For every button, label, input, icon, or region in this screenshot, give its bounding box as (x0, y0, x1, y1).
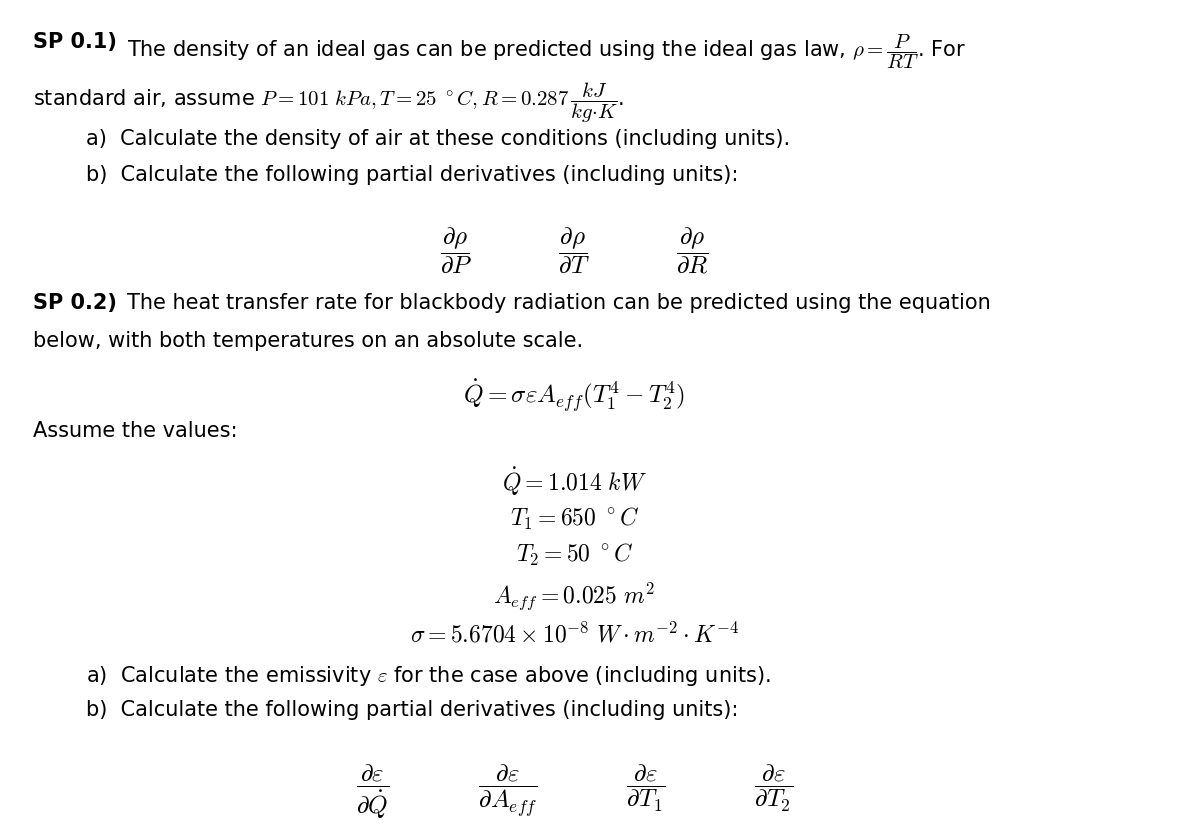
Text: b)  Calculate the following partial derivatives (including units):: b) Calculate the following partial deriv… (87, 164, 739, 184)
Text: SP 0.2): SP 0.2) (32, 293, 117, 313)
Text: $A_{eff} = 0.025\ m^2$: $A_{eff} = 0.025\ m^2$ (494, 580, 656, 612)
Text: The heat transfer rate for blackbody radiation can be predicted using the equati: The heat transfer rate for blackbody rad… (127, 293, 991, 313)
Text: standard air, assume $P = 101\ kPa, T = 25\ ^\circ C, R = 0.287\,\dfrac{kJ}{kg{\: standard air, assume $P = 101\ kPa, T = … (32, 80, 624, 125)
Text: $T_2 = 50\ ^\circ C$: $T_2 = 50\ ^\circ C$ (515, 541, 633, 568)
Text: The density of an ideal gas can be predicted using the ideal gas law, $\rho = \d: The density of an ideal gas can be predi… (127, 33, 966, 71)
Text: $\dfrac{\partial\varepsilon}{\partial\dot{Q}} \qquad\qquad \dfrac{\partial\varep: $\dfrac{\partial\varepsilon}{\partial\do… (356, 762, 793, 821)
Text: $\dfrac{\partial\rho}{\partial P} \qquad\qquad \dfrac{\partial\rho}{\partial T} : $\dfrac{\partial\rho}{\partial P} \qquad… (440, 225, 709, 275)
Text: a)  Calculate the emissivity $\varepsilon$ for the case above (including units).: a) Calculate the emissivity $\varepsilon… (87, 664, 771, 687)
Text: $\sigma = 5.6704 \times 10^{-8}\ W \cdot m^{-2} \cdot K^{-4}$: $\sigma = 5.6704 \times 10^{-8}\ W \cdot… (409, 622, 739, 647)
Text: $\dot{Q} = 1.014\ kW$: $\dot{Q} = 1.014\ kW$ (502, 465, 647, 498)
Text: $\dot{Q} = \sigma\varepsilon A_{eff}(T_1^4 - T_2^4)$: $\dot{Q} = \sigma\varepsilon A_{eff}(T_1… (463, 377, 685, 414)
Text: below, with both temperatures on an absolute scale.: below, with both temperatures on an abso… (32, 331, 583, 351)
Text: a)  Calculate the density of air at these conditions (including units).: a) Calculate the density of air at these… (87, 128, 790, 148)
Text: Assume the values:: Assume the values: (32, 421, 237, 441)
Text: $T_1 = 650\ ^\circ C$: $T_1 = 650\ ^\circ C$ (509, 505, 639, 531)
Text: SP 0.1): SP 0.1) (32, 33, 117, 53)
Text: b)  Calculate the following partial derivatives (including units):: b) Calculate the following partial deriv… (87, 700, 739, 720)
